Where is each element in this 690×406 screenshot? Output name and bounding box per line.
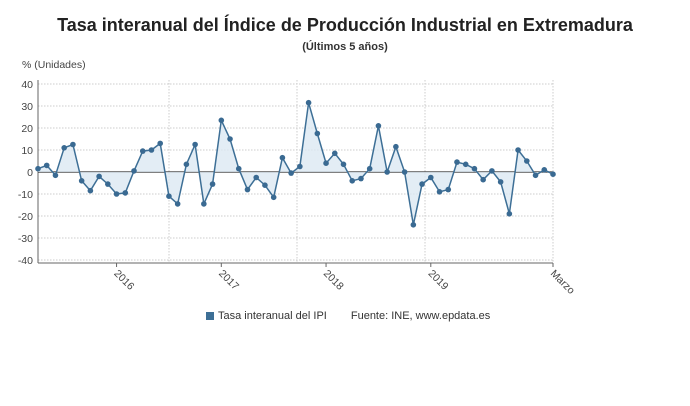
legend-label: Tasa interanual del IPI (218, 310, 327, 322)
data-point (436, 189, 443, 195)
data-point (43, 162, 50, 169)
y-tick-label: 0 (27, 167, 33, 179)
data-point (297, 163, 303, 170)
y-tick-label: 10 (21, 145, 33, 157)
data-markers (35, 99, 556, 228)
data-point (183, 161, 190, 168)
data-point (218, 117, 225, 124)
data-point (131, 168, 137, 174)
data-point (471, 165, 478, 172)
data-point (419, 181, 425, 187)
data-point (235, 165, 242, 172)
data-point (174, 201, 181, 207)
data-point (506, 211, 513, 217)
data-point (201, 201, 207, 207)
y-tick-labels: 40 30 20 10 0 -10 -20 -30 -40 (18, 79, 33, 267)
data-point (288, 170, 294, 176)
data-point (480, 176, 486, 183)
data-point (515, 147, 521, 153)
data-point (262, 182, 268, 188)
x-tick-labels: 2016 2017 2018 2019 Marzo (111, 263, 577, 297)
data-point (113, 191, 120, 197)
data-point (331, 150, 338, 157)
data-point (227, 136, 233, 142)
chart-subtitle: (Últimos 5 años) (302, 41, 388, 53)
data-point (358, 175, 364, 182)
data-point (489, 168, 495, 174)
data-point (366, 165, 373, 172)
data-point (279, 154, 286, 161)
data-point (61, 145, 67, 151)
data-point (524, 158, 530, 164)
data-point (323, 160, 329, 166)
data-point (375, 123, 382, 129)
data-point (192, 141, 198, 148)
data-point (462, 161, 469, 168)
area-polygon (38, 102, 553, 225)
data-point (401, 169, 408, 175)
data-point (541, 167, 548, 173)
data-point (166, 193, 172, 199)
data-point (314, 130, 321, 137)
data-point (393, 143, 399, 150)
x-tick-label: Marzo (548, 268, 577, 297)
chart-title: Tasa interanual del Índice de Producción… (57, 15, 633, 35)
area-fill (38, 102, 553, 225)
x-tick-label: 2019 (426, 268, 451, 293)
y-tick-label: 40 (21, 79, 33, 91)
legend: Tasa interanual del IPI Fuente: INE, www… (206, 310, 490, 322)
data-point (52, 172, 59, 179)
data-point (157, 140, 164, 147)
data-point (244, 186, 251, 193)
data-point (139, 148, 146, 154)
data-point (384, 169, 390, 175)
legend-swatch (206, 312, 214, 320)
data-point (550, 171, 556, 177)
data-point (445, 186, 452, 193)
data-point (305, 99, 312, 106)
data-point (270, 194, 277, 201)
y-tick-label: -40 (18, 255, 33, 267)
data-point (410, 222, 417, 228)
data-point (532, 172, 539, 179)
data-point (209, 181, 216, 187)
data-point (148, 147, 155, 153)
data-point (497, 179, 504, 185)
series-polyline (37, 102, 554, 225)
x-tick-label: 2017 (216, 268, 241, 293)
data-point (35, 165, 41, 172)
data-point (349, 178, 356, 184)
data-point (122, 190, 129, 196)
data-point (105, 181, 111, 187)
y-tick-label: 30 (21, 101, 33, 113)
y-tick-label: -20 (18, 211, 33, 223)
data-point (78, 178, 85, 184)
data-point (253, 174, 260, 181)
x-tick-label: 2018 (321, 268, 346, 293)
x-tick-label: 2016 (111, 268, 136, 293)
source-note: Fuente: INE, www.epdata.es (350, 310, 491, 322)
y-tick-label: 20 (21, 123, 33, 135)
data-point (70, 141, 76, 148)
y-axis-label: % (Unidades) (22, 59, 86, 71)
y-tick-label: -30 (18, 233, 33, 245)
y-tick-label: -10 (18, 189, 33, 201)
data-point (427, 174, 434, 181)
series-line (37, 102, 554, 225)
data-point (454, 159, 460, 165)
data-point (340, 161, 347, 168)
data-point (87, 187, 94, 194)
data-point (96, 173, 102, 180)
